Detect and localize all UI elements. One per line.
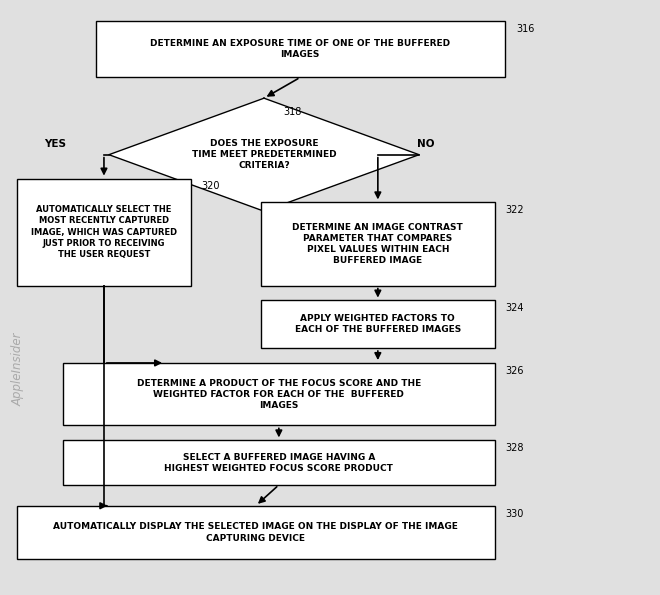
- Text: APPLY WEIGHTED FACTORS TO
EACH OF THE BUFFERED IMAGES: APPLY WEIGHTED FACTORS TO EACH OF THE BU…: [295, 314, 461, 334]
- FancyBboxPatch shape: [63, 440, 495, 485]
- Text: AppleInsider: AppleInsider: [12, 332, 25, 406]
- Text: AUTOMATICALLY SELECT THE
MOST RECENTLY CAPTURED
IMAGE, WHICH WAS CAPTURED
JUST P: AUTOMATICALLY SELECT THE MOST RECENTLY C…: [31, 205, 177, 259]
- FancyBboxPatch shape: [261, 202, 495, 286]
- Text: 326: 326: [505, 366, 523, 376]
- Text: DETERMINE AN IMAGE CONTRAST
PARAMETER THAT COMPARES
PIXEL VALUES WITHIN EACH
BUF: DETERMINE AN IMAGE CONTRAST PARAMETER TH…: [292, 223, 463, 265]
- Text: YES: YES: [44, 139, 66, 149]
- FancyBboxPatch shape: [63, 363, 495, 425]
- Text: 320: 320: [201, 181, 220, 192]
- Text: 316: 316: [517, 24, 535, 34]
- Text: DOES THE EXPOSURE
TIME MEET PREDETERMINED
CRITERIA?: DOES THE EXPOSURE TIME MEET PREDETERMINE…: [191, 139, 337, 170]
- Text: AUTOMATICALLY DISPLAY THE SELECTED IMAGE ON THE DISPLAY OF THE IMAGE
CAPTURING D: AUTOMATICALLY DISPLAY THE SELECTED IMAGE…: [53, 522, 458, 543]
- Text: 318: 318: [284, 107, 302, 117]
- FancyBboxPatch shape: [16, 506, 495, 559]
- Text: 328: 328: [505, 443, 523, 453]
- Text: 322: 322: [505, 205, 523, 215]
- Text: DETERMINE AN EXPOSURE TIME OF ONE OF THE BUFFERED
IMAGES: DETERMINE AN EXPOSURE TIME OF ONE OF THE…: [150, 39, 450, 59]
- Text: 324: 324: [505, 303, 523, 314]
- Polygon shape: [109, 98, 419, 211]
- Text: NO: NO: [417, 139, 434, 149]
- FancyBboxPatch shape: [16, 178, 191, 286]
- FancyBboxPatch shape: [96, 21, 505, 77]
- Text: SELECT A BUFFERED IMAGE HAVING A
HIGHEST WEIGHTED FOCUS SCORE PRODUCT: SELECT A BUFFERED IMAGE HAVING A HIGHEST…: [164, 453, 393, 472]
- Text: DETERMINE A PRODUCT OF THE FOCUS SCORE AND THE
WEIGHTED FACTOR FOR EACH OF THE  : DETERMINE A PRODUCT OF THE FOCUS SCORE A…: [137, 378, 421, 410]
- Text: 330: 330: [505, 509, 523, 519]
- FancyBboxPatch shape: [261, 300, 495, 348]
